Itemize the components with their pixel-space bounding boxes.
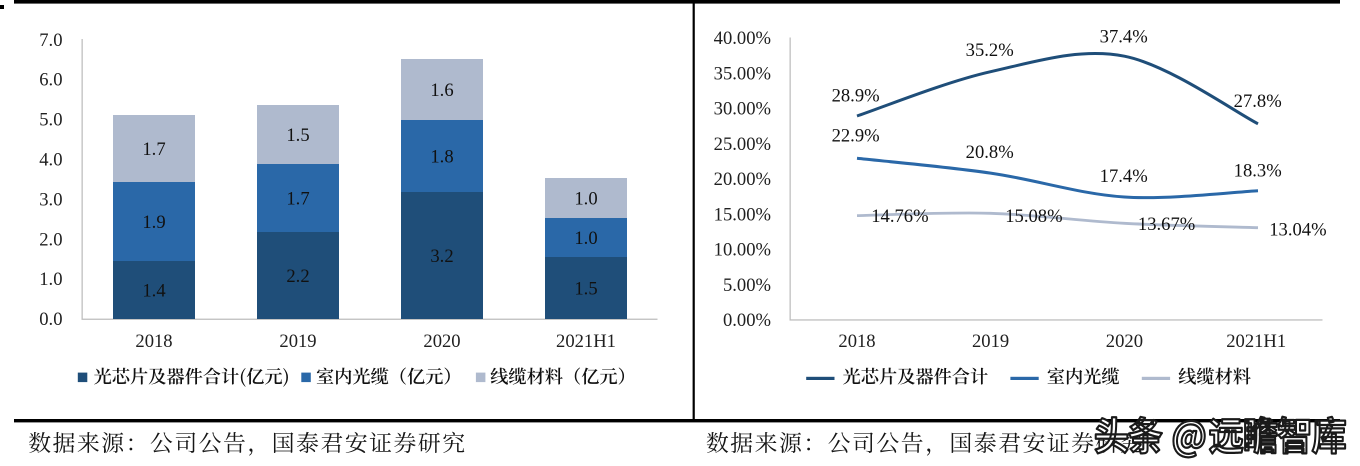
svg-text:13.67%: 13.67%: [1138, 214, 1195, 235]
svg-text:1.6: 1.6: [430, 80, 453, 101]
svg-text:14.76%: 14.76%: [871, 206, 928, 227]
svg-text:2021H1: 2021H1: [556, 331, 616, 352]
svg-text:17.4%: 17.4%: [1100, 166, 1148, 187]
svg-text:2.2: 2.2: [286, 266, 309, 287]
svg-text:35.2%: 35.2%: [966, 40, 1014, 61]
svg-text:2.0: 2.0: [39, 229, 62, 250]
svg-text:18.3%: 18.3%: [1234, 161, 1282, 182]
svg-text:1.0: 1.0: [574, 188, 597, 209]
svg-text:15.08%: 15.08%: [1005, 206, 1062, 227]
svg-text:28.9%: 28.9%: [832, 85, 880, 106]
svg-text:4.0: 4.0: [39, 150, 62, 171]
svg-text:2019: 2019: [972, 331, 1009, 352]
svg-text:0.0: 0.0: [39, 309, 62, 330]
svg-text:1.0: 1.0: [39, 269, 62, 290]
svg-text:2020: 2020: [423, 331, 460, 352]
svg-text:2018: 2018: [135, 331, 172, 352]
svg-text:15.00%: 15.00%: [714, 204, 771, 225]
svg-text:37.4%: 37.4%: [1100, 27, 1148, 48]
svg-text:2018: 2018: [838, 331, 875, 352]
svg-text:2020: 2020: [1106, 331, 1143, 352]
svg-text:1.7: 1.7: [286, 188, 309, 209]
svg-text:30.00%: 30.00%: [714, 99, 771, 120]
svg-text:1.5: 1.5: [286, 125, 309, 146]
svg-text:2021H1: 2021H1: [1226, 331, 1286, 352]
svg-text:1.4: 1.4: [142, 280, 165, 301]
svg-text:1.7: 1.7: [142, 139, 165, 160]
svg-text:2019: 2019: [279, 331, 316, 352]
svg-text:20.8%: 20.8%: [966, 142, 1014, 163]
svg-text:20.00%: 20.00%: [714, 169, 771, 190]
svg-text:3.0: 3.0: [39, 189, 62, 210]
svg-text:22.9%: 22.9%: [832, 126, 880, 147]
svg-text:25.00%: 25.00%: [714, 134, 771, 155]
svg-text:10.00%: 10.00%: [714, 240, 771, 261]
svg-text:5.0: 5.0: [39, 110, 62, 131]
svg-text:1.8: 1.8: [430, 146, 453, 167]
svg-text:3.2: 3.2: [430, 246, 453, 267]
svg-text:1.0: 1.0: [574, 228, 597, 249]
svg-text:7.0: 7.0: [39, 30, 62, 51]
svg-text:6.0: 6.0: [39, 70, 62, 91]
svg-text:1.9: 1.9: [142, 212, 165, 233]
svg-text:0.00%: 0.00%: [723, 310, 771, 331]
svg-text:27.8%: 27.8%: [1234, 91, 1282, 112]
svg-text:5.00%: 5.00%: [723, 275, 771, 296]
svg-text:1.5: 1.5: [574, 278, 597, 299]
svg-text:35.00%: 35.00%: [714, 63, 771, 84]
svg-text:40.00%: 40.00%: [714, 28, 771, 49]
svg-text:13.04%: 13.04%: [1269, 220, 1326, 241]
